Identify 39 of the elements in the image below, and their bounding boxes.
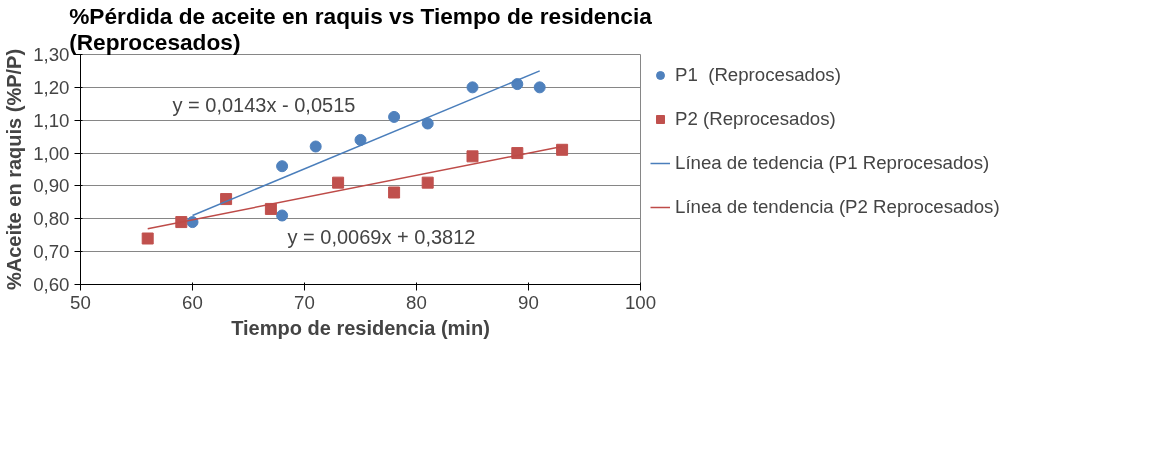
point <box>309 140 322 153</box>
y-tick-label: 0,80 <box>33 208 70 230</box>
legend-label: P2 (Reprocesados) <box>675 108 836 130</box>
y-tick-label: 1,20 <box>33 76 70 98</box>
legend-label: Línea de tendencia (P2 Reprocesados) <box>675 196 1000 218</box>
legend-label: Línea de tedencia (P1 Reprocesados) <box>675 152 990 174</box>
y-tick-label: 1,30 <box>33 44 70 65</box>
point <box>421 117 434 130</box>
x-tick-label: 80 <box>406 291 427 313</box>
point <box>466 150 479 163</box>
point <box>141 232 154 245</box>
annotation: y = 0,0069x + 0,3812 <box>287 225 476 248</box>
x-tick-label: 100 <box>624 291 657 313</box>
point <box>511 78 524 91</box>
point <box>354 133 367 146</box>
point <box>466 81 479 94</box>
y-tick-label: 1,10 <box>33 109 70 131</box>
x-axis-title: Tiempo de residencia (min) <box>231 316 490 339</box>
point <box>276 160 289 173</box>
chart-title: %Pérdida de aceite en raquis vs Tiempo de residencia (Reprocesados) <box>69 2 653 55</box>
point <box>276 209 289 222</box>
point <box>264 202 277 215</box>
y-tick-label: 0,90 <box>33 175 70 197</box>
y-tick-label: 1,00 <box>33 142 70 164</box>
annotation: y = 0,0143x - 0,0515 <box>172 93 356 116</box>
y-tick-label: 0,70 <box>33 241 70 263</box>
legend-label: P1 (Reprocesados) <box>675 64 841 86</box>
point <box>332 176 345 189</box>
point <box>421 176 434 189</box>
point <box>533 81 546 94</box>
point <box>388 110 401 123</box>
point <box>388 186 401 199</box>
y-axis-title: %Aceite en raquis (%P/P) <box>3 48 26 291</box>
x-tick-label: 60 <box>182 291 203 313</box>
x-tick-label: 90 <box>518 291 539 313</box>
x-tick-label: 70 <box>294 291 315 313</box>
x-tick-label: 50 <box>70 291 91 313</box>
y-tick-label: 0,60 <box>33 274 70 295</box>
point <box>556 143 569 156</box>
